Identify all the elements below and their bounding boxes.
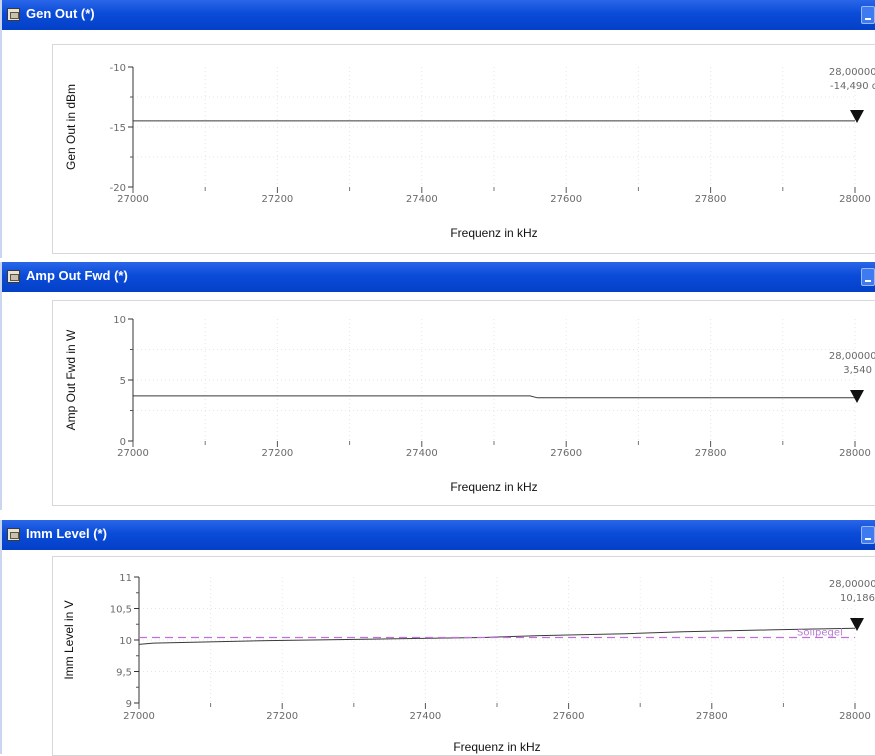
x-tick-label: 27800 <box>695 448 727 459</box>
x-axis-title: Frequenz in kHz <box>450 226 537 240</box>
y-tick-label: 5 <box>120 376 126 387</box>
setpoint-label: Sollpegel <box>797 627 843 638</box>
y-tick-label: -10 <box>110 63 126 74</box>
y-tick-label: 9,5 <box>116 668 132 679</box>
y-tick-label: 10 <box>113 315 126 326</box>
x-tick-label: 27000 <box>123 711 155 722</box>
measurement-trace <box>133 395 855 399</box>
minimize-button[interactable] <box>861 268 875 286</box>
gen-out-panel: Gen Out (*) -10 -15 -20 27000 27200 27400 2760… <box>0 0 875 258</box>
measurement-trace <box>138 627 856 645</box>
x-tick-label: 27600 <box>550 448 582 459</box>
marker-triangle-icon <box>850 618 864 631</box>
x-tick-label: 27400 <box>409 711 441 722</box>
x-axis-title: Frequenz in kHz <box>450 480 537 494</box>
marker-value: -14,490 dB <box>830 81 875 92</box>
imm-level-titlebar[interactable]: Imm Level (*) <box>2 520 875 550</box>
marker-triangle-icon <box>850 110 864 123</box>
y-tick-label: 11 <box>119 573 132 584</box>
marker-value: 10,186 V <box>840 593 875 604</box>
imm-level-title: Imm Level (*) <box>26 526 107 541</box>
window-icon[interactable] <box>7 270 20 283</box>
x-axis-title: Frequenz in kHz <box>453 740 540 754</box>
marker-frequency: 28,000000 <box>829 67 875 78</box>
minimize-button[interactable] <box>861 6 875 24</box>
amp-out-fwd-title: Amp Out Fwd (*) <box>26 268 128 283</box>
y-axis-title: Gen Out in dBm <box>64 84 78 170</box>
y-tick-label: 10 <box>119 636 132 647</box>
amp-out-fwd-titlebar[interactable]: Amp Out Fwd (*) <box>2 262 875 292</box>
gen-out-title: Gen Out (*) <box>26 6 95 21</box>
x-tick-label: 28000 <box>839 711 871 722</box>
marker-frequency: 28,000000 <box>829 351 875 362</box>
x-tick-label: 27400 <box>406 448 438 459</box>
marker-triangle-icon <box>850 390 864 403</box>
marker-value: 3,540 W <box>843 365 875 376</box>
x-tick-label: 27800 <box>696 711 728 722</box>
gen-out-titlebar[interactable]: Gen Out (*) <box>2 0 875 30</box>
x-tick-label: 27600 <box>553 711 585 722</box>
y-tick-label: 10,5 <box>110 605 132 616</box>
y-tick-label: -15 <box>110 123 126 134</box>
y-axis-title: Imm Level in V <box>62 600 76 679</box>
x-tick-label: 27600 <box>550 194 582 205</box>
x-tick-label: 27000 <box>117 194 149 205</box>
imm-level-plot-area: 11 10,5 10 9,5 9 27000 27200 27400 27600 27800 280… <box>52 556 875 756</box>
x-tick-label: 27200 <box>266 711 298 722</box>
marker-frequency: 28,000000 <box>829 579 875 590</box>
grid-lines <box>139 577 856 703</box>
imm-level-panel: Imm Level (*) 11 10,5 10 9,5 9 27000 27200 2740… <box>0 520 875 756</box>
y-tick-label: 0 <box>120 437 126 448</box>
minimize-button[interactable] <box>861 526 875 544</box>
amp-out-fwd-panel: Amp Out Fwd (*) 10 5 0 27000 27200 27400 27600… <box>0 262 875 510</box>
x-tick-label: 27800 <box>695 194 727 205</box>
x-tick-label: 28000 <box>839 194 871 205</box>
window-icon[interactable] <box>7 8 20 21</box>
y-tick-label: 9 <box>126 699 132 710</box>
x-tick-label: 27400 <box>406 194 438 205</box>
amp-out-fwd-plot-area: 10 5 0 27000 27200 27400 27600 27800 28000 Freque… <box>52 300 875 506</box>
x-tick-label: 28000 <box>839 448 871 459</box>
x-tick-label: 27200 <box>261 448 293 459</box>
gen-out-plot-area: -10 -15 -20 27000 27200 27400 27600 27800 28000 F… <box>52 44 875 254</box>
y-axis-title: Amp Out Fwd in W <box>64 329 78 430</box>
grid-lines <box>133 319 856 441</box>
window-icon[interactable] <box>7 528 20 541</box>
x-tick-label: 27200 <box>261 194 293 205</box>
y-tick-label: -20 <box>110 183 126 194</box>
x-tick-label: 27000 <box>117 448 149 459</box>
grid-lines <box>133 67 856 187</box>
